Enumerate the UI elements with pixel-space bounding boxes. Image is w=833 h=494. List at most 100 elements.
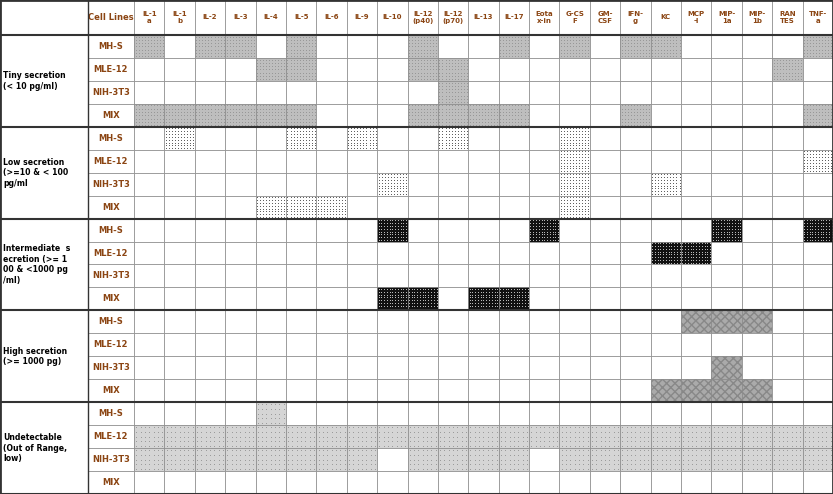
Bar <box>256 356 286 379</box>
Bar <box>529 288 560 310</box>
Bar <box>286 35 317 58</box>
Bar <box>377 196 407 219</box>
Text: MH-S: MH-S <box>98 317 123 327</box>
Bar <box>317 310 347 333</box>
Bar <box>621 58 651 81</box>
Bar <box>711 81 742 104</box>
Bar <box>803 0 833 35</box>
Bar <box>134 242 164 264</box>
Bar <box>286 242 317 264</box>
Bar <box>317 150 347 173</box>
Bar <box>560 333 590 356</box>
Bar <box>438 310 468 333</box>
Text: MH-S: MH-S <box>98 42 123 51</box>
Bar <box>499 471 529 494</box>
Bar <box>286 127 317 150</box>
Bar <box>529 196 560 219</box>
Text: MLE-12: MLE-12 <box>94 248 128 257</box>
Bar <box>651 333 681 356</box>
Bar <box>134 310 164 333</box>
Bar <box>681 219 711 242</box>
Bar <box>681 448 711 471</box>
Bar <box>407 35 438 58</box>
Bar <box>256 242 286 264</box>
Bar <box>407 173 438 196</box>
Bar <box>164 379 195 402</box>
Bar <box>317 448 347 471</box>
Bar <box>347 471 377 494</box>
Bar <box>225 379 256 402</box>
Bar <box>256 264 286 288</box>
Bar <box>88 173 134 196</box>
Bar <box>681 264 711 288</box>
Bar <box>803 81 833 104</box>
Bar <box>468 127 499 150</box>
Bar <box>286 58 317 81</box>
Text: Low secretion
(>=10 & < 100
pg/ml: Low secretion (>=10 & < 100 pg/ml <box>3 158 68 188</box>
Bar <box>347 333 377 356</box>
Bar <box>711 471 742 494</box>
Bar <box>317 104 347 127</box>
Bar <box>742 288 772 310</box>
Bar <box>164 219 195 242</box>
Bar <box>438 150 468 173</box>
Bar <box>711 425 742 448</box>
Bar <box>88 219 134 242</box>
Bar <box>560 173 590 196</box>
Bar <box>347 425 377 448</box>
Bar <box>225 242 256 264</box>
Bar <box>803 288 833 310</box>
Text: MLE-12: MLE-12 <box>94 65 128 74</box>
Bar <box>164 58 195 81</box>
Bar <box>499 288 529 310</box>
Bar <box>772 219 803 242</box>
Bar <box>164 471 195 494</box>
Text: IL-9: IL-9 <box>355 14 369 20</box>
Bar <box>225 196 256 219</box>
Text: G-CS
F: G-CS F <box>566 11 584 24</box>
Bar <box>347 196 377 219</box>
Bar <box>195 425 225 448</box>
Bar <box>317 58 347 81</box>
Bar <box>225 402 256 425</box>
Bar <box>438 333 468 356</box>
Text: MIP-
1a: MIP- 1a <box>718 11 736 24</box>
Bar <box>560 81 590 104</box>
Bar <box>742 127 772 150</box>
Bar <box>803 127 833 150</box>
Bar <box>681 242 711 264</box>
Text: MLE-12: MLE-12 <box>94 432 128 441</box>
Bar <box>499 402 529 425</box>
Bar <box>772 127 803 150</box>
Bar <box>164 448 195 471</box>
Bar <box>499 264 529 288</box>
Bar <box>468 425 499 448</box>
Text: MH-S: MH-S <box>98 134 123 143</box>
Bar <box>468 242 499 264</box>
Bar <box>621 448 651 471</box>
Text: Tiny secretion
(< 10 pg/ml): Tiny secretion (< 10 pg/ml) <box>3 71 66 90</box>
Text: KC: KC <box>661 14 671 20</box>
Text: MH-S: MH-S <box>98 226 123 235</box>
Bar <box>803 333 833 356</box>
Bar <box>347 379 377 402</box>
Bar <box>590 150 621 173</box>
Bar <box>256 333 286 356</box>
Bar <box>286 356 317 379</box>
Bar <box>560 356 590 379</box>
Bar <box>407 127 438 150</box>
Bar <box>651 104 681 127</box>
Bar <box>772 310 803 333</box>
Bar <box>164 0 195 35</box>
Bar <box>651 196 681 219</box>
Bar <box>651 219 681 242</box>
Bar <box>407 379 438 402</box>
Bar <box>438 104 468 127</box>
Bar <box>803 58 833 81</box>
Bar <box>651 402 681 425</box>
Bar <box>377 425 407 448</box>
Bar <box>590 242 621 264</box>
Bar <box>590 471 621 494</box>
Bar <box>438 356 468 379</box>
Bar <box>651 173 681 196</box>
